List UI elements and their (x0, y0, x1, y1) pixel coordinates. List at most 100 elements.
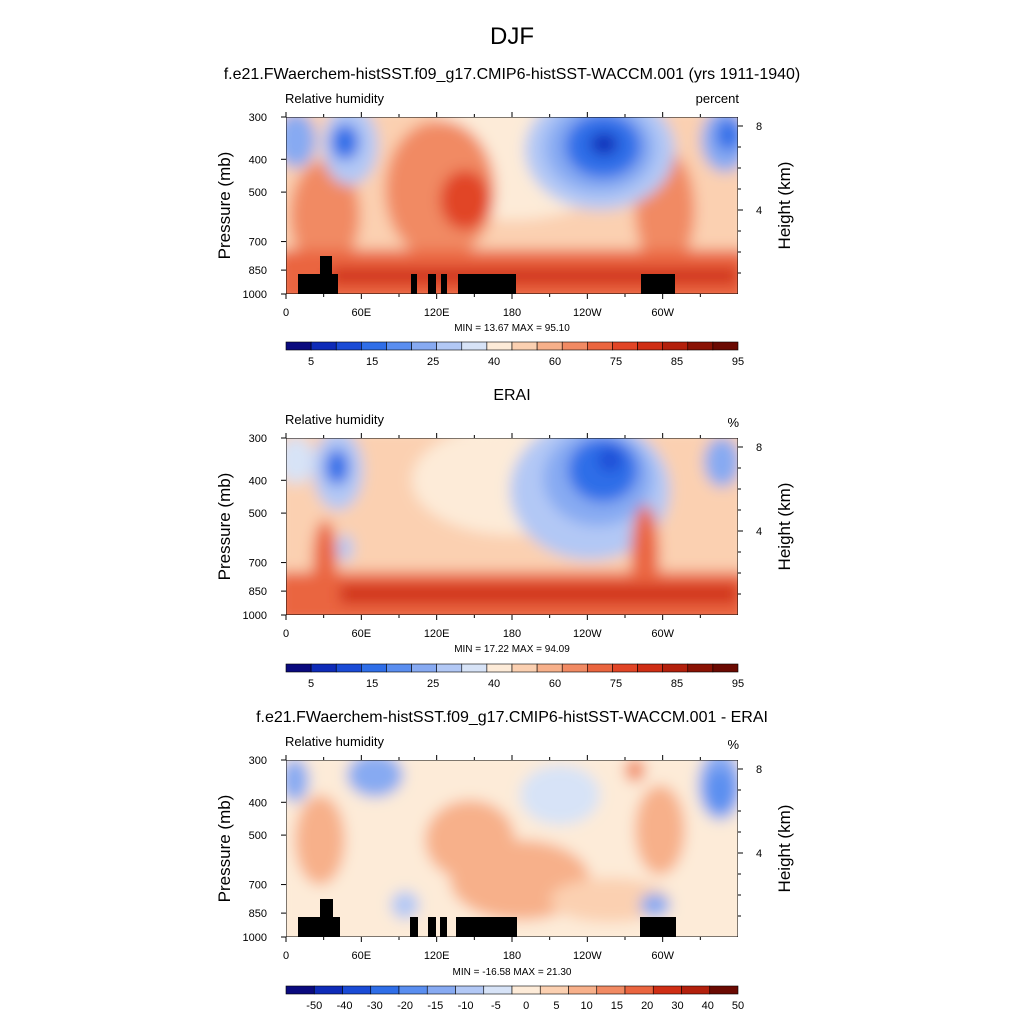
height-tick-label: 4 (756, 526, 762, 538)
y-tick-label: 400 (249, 154, 267, 166)
panel-3-stats: MIN = -16.58 MAX = 21.30 (453, 967, 572, 978)
y-tick-label: 500 (249, 187, 267, 199)
y-tick-label: 500 (249, 830, 267, 842)
height-tick-label: 4 (756, 205, 762, 217)
x-tick-label: 120E (424, 307, 450, 319)
colorbar-swatch (285, 341, 312, 351)
y-tick-label: 300 (249, 433, 267, 445)
colorbar-swatch (687, 663, 714, 673)
panel-1-units-label: percent (696, 91, 740, 106)
colorbar-swatch (587, 663, 613, 673)
colorbar-label: 5 (308, 356, 314, 368)
x-tick-label: 60E (352, 950, 372, 962)
y-tick-label: 1000 (243, 932, 267, 944)
x-tick-label: 0 (283, 628, 289, 640)
x-tick-label: 60W (651, 628, 674, 640)
panel-2-units-label: % (727, 415, 739, 430)
colorbar-swatch (662, 341, 689, 351)
colorbar-label: 40 (488, 678, 500, 690)
y-tick-label: 700 (249, 237, 267, 249)
x-tick-label: 0 (283, 950, 289, 962)
colorbar-swatch (681, 985, 711, 995)
colorbar-swatch (386, 341, 412, 351)
colorbar-swatch (561, 341, 588, 351)
colorbar-swatch (310, 663, 337, 673)
colorbar-swatch (536, 341, 563, 351)
colorbar-label: 20 (641, 1000, 653, 1012)
x-tick-label: 180 (503, 307, 521, 319)
x-tick-label: 60E (352, 307, 372, 319)
colorbar-swatch (687, 341, 714, 351)
x-tick-label: 120E (424, 628, 450, 640)
colorbar-swatch (568, 985, 598, 995)
colorbar-swatch (612, 341, 638, 351)
colorbar-label: 95 (732, 678, 744, 690)
colorbar-label: 25 (427, 356, 439, 368)
colorbar-label: 50 (732, 1000, 744, 1012)
colorbar-swatch (461, 663, 488, 673)
x-tick-label: 120W (573, 950, 602, 962)
colorbar-swatch (436, 341, 463, 351)
panel-2-variable-label: Relative humidity (285, 412, 384, 427)
colorbar-swatch (455, 985, 485, 995)
panel-3-colorbar: -50 -40 -30 -20 -15 -10 -5 0 5 10 15 20 30 40 50 (285, 985, 744, 1012)
colorbar-swatch (486, 341, 513, 351)
colorbar-swatch (398, 985, 428, 995)
colorbar-swatch (561, 663, 588, 673)
y-tick-label: 850 (249, 908, 267, 920)
colorbar-label: 15 (611, 1000, 623, 1012)
colorbar-swatch (709, 985, 739, 995)
panel-3-ylabel-right: Height (km) (775, 805, 794, 893)
colorbar-label: 30 (671, 1000, 683, 1012)
panel-1-ylabel-right: Height (km) (775, 162, 794, 250)
colorbar-label: -10 (458, 1000, 474, 1012)
colorbar-swatch (637, 663, 663, 673)
colorbar-swatch (370, 985, 400, 995)
panel-2-contour-field (286, 438, 738, 615)
colorbar-swatch (461, 341, 488, 351)
figure-title: DJF (490, 23, 534, 50)
colorbar-swatch (486, 663, 513, 673)
y-tick-label: 700 (249, 558, 267, 570)
colorbar-swatch (662, 663, 689, 673)
colorbar-swatch (712, 663, 739, 673)
x-tick-label: 60E (352, 628, 372, 640)
x-tick-label: 60W (651, 307, 674, 319)
colorbar-swatch (361, 341, 387, 351)
panel-3-title: f.e21.FWaerchem-histSST.f09_g17.CMIP6-hi… (256, 709, 768, 726)
panel-1-contour-field (286, 117, 738, 294)
colorbar-swatch (436, 663, 463, 673)
colorbar-swatch (637, 341, 663, 351)
colorbar-swatch (483, 985, 513, 995)
x-tick-label: 0 (283, 307, 289, 319)
colorbar-swatch (285, 663, 312, 673)
colorbar-label: 40 (702, 1000, 714, 1012)
colorbar-label: -15 (427, 1000, 443, 1012)
colorbar-swatch (536, 663, 563, 673)
colorbar-swatch (426, 985, 456, 995)
panel-3-variable-label: Relative humidity (285, 734, 384, 749)
x-tick-label: 180 (503, 628, 521, 640)
panel-2-ylabel: Pressure (mb) (215, 473, 234, 581)
y-tick-label: 1000 (243, 610, 267, 622)
colorbar-label: 75 (610, 356, 622, 368)
y-tick-label: 300 (249, 755, 267, 767)
panel-1: f.e21.FWaerchem-histSST.f09_g17.CMIP6-hi… (215, 66, 800, 368)
panel-2-colorbar: 5 15 25 40 60 75 85 95 (285, 663, 744, 690)
colorbar-label: 5 (308, 678, 314, 690)
colorbar-swatch (712, 341, 739, 351)
y-tick-label: 700 (249, 880, 267, 892)
colorbar-swatch (310, 341, 337, 351)
colorbar-label: 60 (549, 356, 561, 368)
colorbar-swatch (285, 985, 315, 995)
colorbar-swatch (652, 985, 682, 995)
x-tick-label: 180 (503, 950, 521, 962)
panel-1-ylabel: Pressure (mb) (215, 152, 234, 260)
colorbar-label: -50 (306, 1000, 322, 1012)
y-tick-label: 400 (249, 797, 267, 809)
colorbar-swatch (411, 341, 437, 351)
colorbar-swatch (386, 663, 412, 673)
height-tick-label: 8 (756, 121, 762, 133)
panel-3: f.e21.FWaerchem-histSST.f09_g17.CMIP6-hi… (215, 709, 794, 1012)
